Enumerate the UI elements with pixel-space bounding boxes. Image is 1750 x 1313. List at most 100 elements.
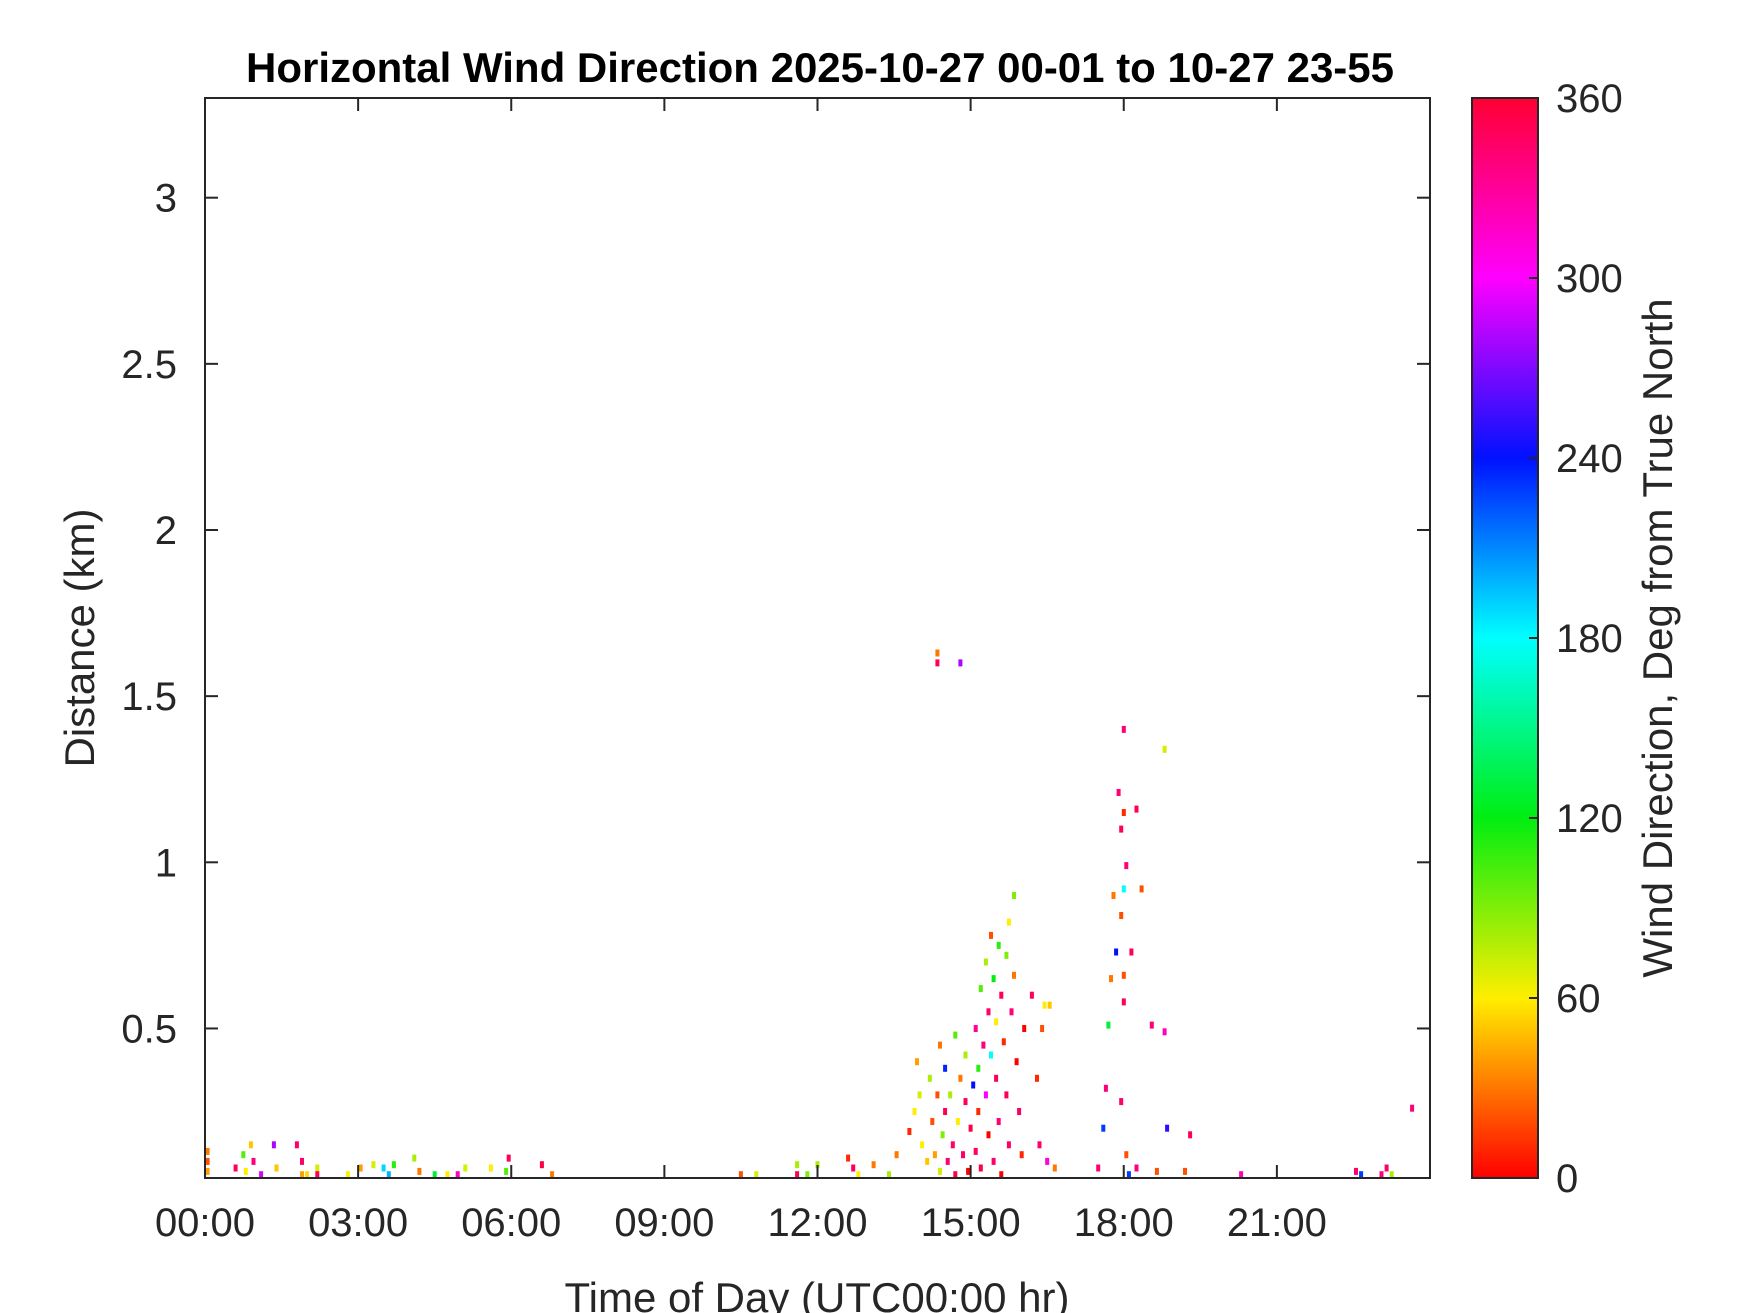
heatmap-cell: [1354, 1167, 1358, 1175]
heatmap-cell: [205, 1147, 210, 1155]
colorbar-tick-label: 360: [1556, 77, 1623, 121]
heatmap-cell: [315, 1171, 320, 1179]
colorbar-label: Wind Direction, Deg from True North: [1634, 298, 1681, 977]
heatmap-cell: [973, 1147, 978, 1155]
heatmap-cell: [274, 1164, 279, 1172]
y-tick-label: 2: [155, 509, 177, 553]
heatmap-cell: [463, 1164, 468, 1172]
heatmap-cell: [1109, 975, 1113, 983]
heatmap-cell: [894, 1151, 899, 1159]
heatmap-cell: [1239, 1171, 1244, 1179]
x-tick-label: 18:00: [1074, 1201, 1174, 1245]
heatmap-cell: [1096, 1164, 1101, 1172]
heatmap-cell: [920, 1141, 925, 1149]
heatmap-cell: [1126, 1171, 1131, 1179]
heatmap-cell: [506, 1154, 511, 1162]
y-tick-label: 1.5: [121, 675, 177, 719]
heatmap-cell: [539, 1161, 544, 1169]
heatmap-cell: [999, 991, 1004, 999]
heatmap-cell: [1119, 1098, 1124, 1106]
heatmap-cell: [994, 1074, 999, 1082]
heatmap-cell: [1009, 1008, 1014, 1016]
heatmap-cell: [943, 1108, 948, 1115]
heatmap-cell: [851, 1164, 856, 1172]
heatmap-cell: [940, 1131, 945, 1139]
heatmap-cell: [1045, 1157, 1050, 1165]
heatmap-cell: [315, 1164, 320, 1172]
heatmap-cell: [1129, 948, 1134, 956]
heatmap-cell: [412, 1154, 417, 1162]
heatmap-cell: [805, 1171, 810, 1179]
heatmap-cell: [938, 1167, 942, 1175]
heatmap-cell: [986, 1131, 991, 1139]
y-tick-label: 2.5: [121, 343, 177, 387]
heatmap-cell: [927, 1074, 932, 1082]
heatmap-cell: [953, 1171, 958, 1179]
colorbar-tick-label: 240: [1556, 437, 1623, 481]
heatmap-cell: [935, 1091, 940, 1099]
chart-title: Horizontal Wind Direction 2025-10-27 00-…: [246, 44, 1394, 91]
heatmap-cell: [948, 1091, 953, 1099]
y-axis-label: Distance (km): [56, 508, 103, 767]
heatmap-cell: [1106, 1021, 1111, 1029]
x-axis-label: Time of Day (UTC00:00 hr): [565, 1274, 1070, 1313]
heatmap-cell: [1042, 1001, 1047, 1009]
heatmap-cell: [983, 958, 988, 966]
heatmap-cell: [945, 1157, 950, 1165]
plot-area-background: [205, 98, 1430, 1178]
heatmap-cell: [1124, 862, 1129, 870]
heatmap-cell: [1359, 1171, 1364, 1179]
heatmap-cell: [932, 1151, 937, 1159]
heatmap-cell: [1165, 1124, 1170, 1132]
heatmap-cell: [999, 1171, 1004, 1179]
heatmap-cell: [488, 1164, 493, 1172]
heatmap-cell: [971, 1081, 976, 1089]
heatmap-cell: [996, 1118, 1001, 1125]
heatmap-cell: [1410, 1104, 1415, 1112]
heatmap-cell: [205, 1157, 210, 1165]
heatmap-cell: [1149, 1021, 1154, 1029]
heatmap-cell: [1012, 971, 1016, 979]
heatmap-cell: [1183, 1167, 1187, 1175]
heatmap-cell: [907, 1128, 912, 1135]
x-tick-label: 00:00: [155, 1201, 255, 1245]
heatmap-cell: [300, 1157, 304, 1165]
colorbar-tick-label: 300: [1556, 257, 1623, 301]
heatmap-cell: [550, 1171, 555, 1179]
heatmap-cell: [294, 1141, 299, 1149]
heatmap-cell: [1001, 1038, 1006, 1046]
heatmap-cell: [986, 1008, 991, 1016]
heatmap-cell: [955, 1118, 960, 1125]
heatmap-cell: [1006, 918, 1011, 926]
heatmap-cell: [989, 1051, 993, 1059]
heatmap-cell: [1047, 1001, 1052, 1009]
heatmap-cell: [1134, 1164, 1139, 1172]
heatmap-cell: [243, 1167, 248, 1175]
heatmap-cell: [1119, 912, 1124, 919]
heatmap-cell: [925, 1157, 930, 1165]
colorbar-tick-label: 180: [1556, 617, 1623, 661]
y-tick-label: 1: [155, 841, 177, 885]
heatmap-cell: [917, 1091, 922, 1099]
heatmap-cell: [1052, 1164, 1057, 1172]
heatmap-cell: [1154, 1167, 1159, 1175]
heatmap-cell: [371, 1161, 376, 1169]
heatmap-cell: [989, 931, 993, 939]
colorbar-ticks: 0 60 120 180 240 300 360: [1529, 77, 1623, 1201]
heatmap-cell: [417, 1167, 422, 1175]
x-tick-label: 21:00: [1227, 1201, 1327, 1245]
heatmap-cell: [958, 1074, 963, 1082]
y-tick-label: 0.5: [121, 1007, 177, 1051]
heatmap-cell: [973, 1025, 978, 1032]
heatmap-cell: [391, 1161, 396, 1169]
heatmap-cell: [1022, 1025, 1027, 1032]
heatmap-cell: [961, 1151, 965, 1159]
heatmap-cell: [1004, 1091, 1009, 1099]
x-tick-label: 03:00: [308, 1201, 408, 1245]
heatmap-cell: [943, 1064, 948, 1072]
heatmap-cell: [1037, 1141, 1042, 1149]
heatmap-cell: [1014, 1058, 1019, 1066]
heatmap-cell: [1101, 1124, 1106, 1132]
heatmap-cell: [846, 1154, 851, 1162]
